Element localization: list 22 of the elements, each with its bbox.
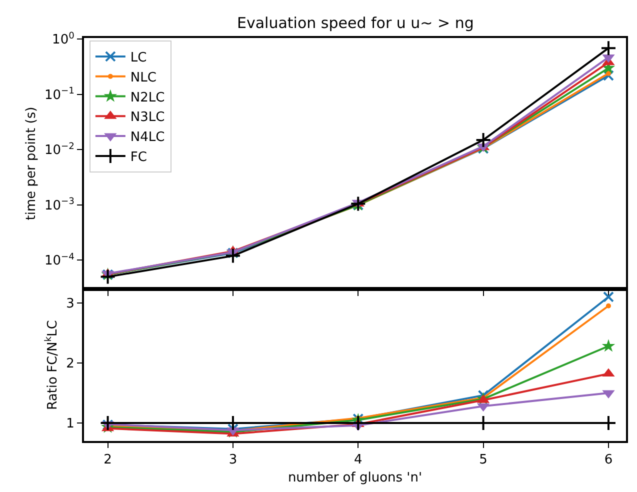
y-tick-label: 3 <box>66 296 74 312</box>
legend-label: FC <box>130 150 147 166</box>
x-tick-label: 3 <box>228 452 238 468</box>
legend-label: NLC <box>130 70 156 86</box>
x-tick-label: 4 <box>354 452 362 468</box>
legend-label: N2LC <box>130 90 165 106</box>
x-tick-label: 5 <box>479 452 488 468</box>
legend-label: LC <box>130 50 147 66</box>
y-tick-label: 10$^{−4}$ <box>44 252 75 269</box>
y-tick-label: 2 <box>66 356 74 372</box>
y-tick-label: 10$^{−2}$ <box>44 142 74 158</box>
x-axis-title: number of gluons 'n' <box>288 470 422 486</box>
x-tick-label: 2 <box>104 452 112 468</box>
legend-label: N3LC <box>130 110 165 126</box>
y-tick-label: 10$^{−3}$ <box>44 197 75 214</box>
legend-label: N4LC <box>130 130 165 146</box>
x-tick-label: 6 <box>604 452 613 468</box>
y-tick-label: 10$^{−1}$ <box>44 86 74 103</box>
y-tick-label: 1 <box>66 416 74 432</box>
y-tick-label: 10$^{0}$ <box>52 31 75 48</box>
chart-title: Evaluation speed for u u~ > ng <box>237 14 474 32</box>
y-axis-title: time per point (s) <box>24 106 39 220</box>
